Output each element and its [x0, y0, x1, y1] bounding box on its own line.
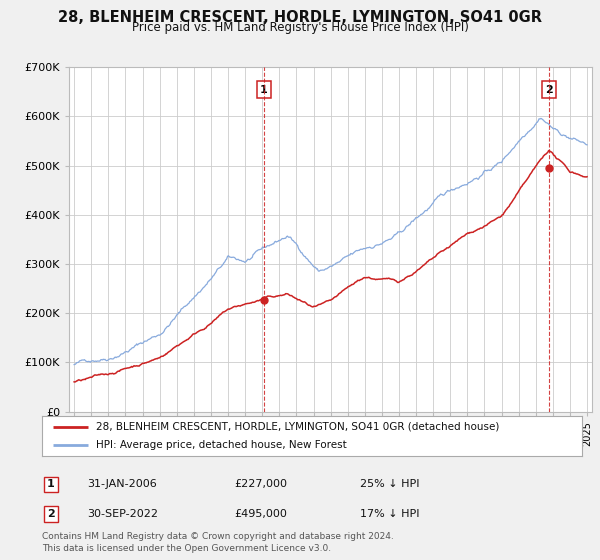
- Text: 1: 1: [47, 479, 55, 489]
- Text: 28, BLENHEIM CRESCENT, HORDLE, LYMINGTON, SO41 0GR: 28, BLENHEIM CRESCENT, HORDLE, LYMINGTON…: [58, 10, 542, 25]
- Text: 31-JAN-2006: 31-JAN-2006: [87, 479, 157, 489]
- Text: Price paid vs. HM Land Registry's House Price Index (HPI): Price paid vs. HM Land Registry's House …: [131, 21, 469, 34]
- Text: 30-SEP-2022: 30-SEP-2022: [87, 509, 158, 519]
- Text: 25% ↓ HPI: 25% ↓ HPI: [360, 479, 419, 489]
- Text: 28, BLENHEIM CRESCENT, HORDLE, LYMINGTON, SO41 0GR (detached house): 28, BLENHEIM CRESCENT, HORDLE, LYMINGTON…: [96, 422, 499, 432]
- Text: £495,000: £495,000: [234, 509, 287, 519]
- Text: 1: 1: [260, 85, 268, 95]
- Text: £227,000: £227,000: [234, 479, 287, 489]
- Text: HPI: Average price, detached house, New Forest: HPI: Average price, detached house, New …: [96, 440, 347, 450]
- Text: Contains HM Land Registry data © Crown copyright and database right 2024.
This d: Contains HM Land Registry data © Crown c…: [42, 533, 394, 553]
- Text: 2: 2: [47, 509, 55, 519]
- Text: 17% ↓ HPI: 17% ↓ HPI: [360, 509, 419, 519]
- Text: 2: 2: [545, 85, 553, 95]
